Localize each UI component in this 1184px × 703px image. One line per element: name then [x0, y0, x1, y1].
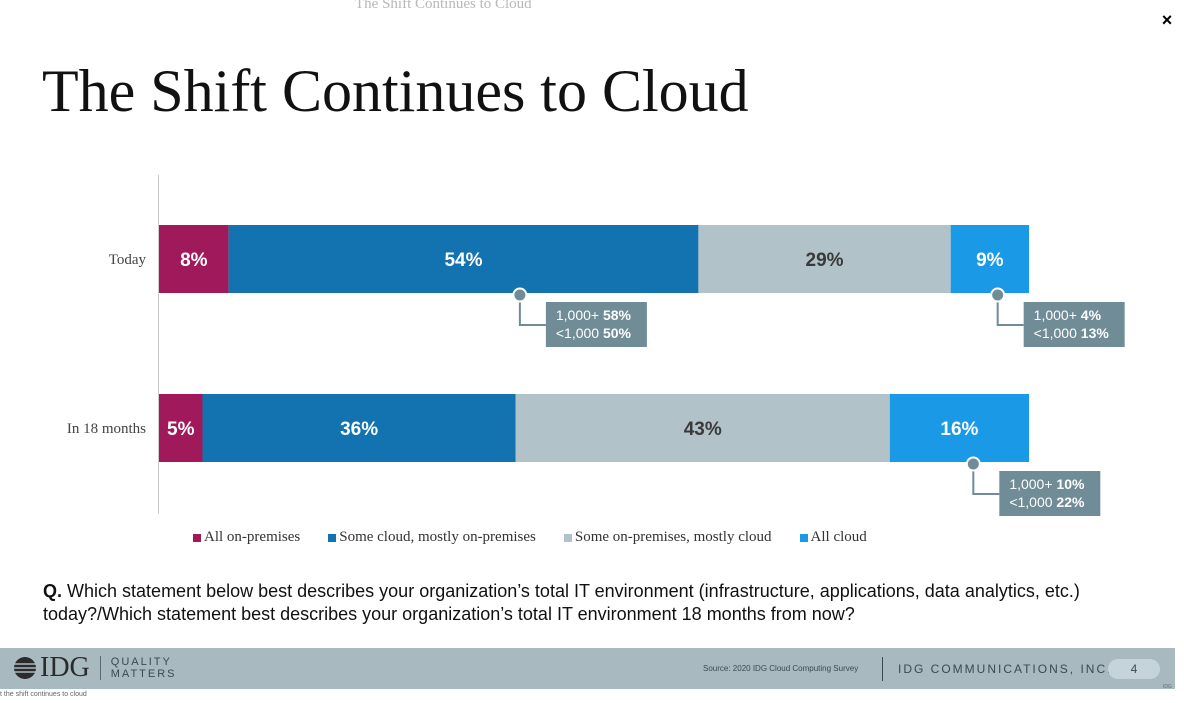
tagline-line-2: MATTERS: [110, 668, 177, 680]
callout-value: 13%: [1081, 325, 1110, 341]
callout-value: 50%: [603, 325, 632, 341]
callout-value: 10%: [1056, 476, 1085, 492]
close-icon[interactable]: ×: [1161, 10, 1173, 30]
source-note: Source: 2020 IDG Cloud Computing Survey: [703, 664, 859, 673]
callout-leader-line: [996, 295, 1024, 326]
bar-segment: [889, 394, 1029, 462]
callout-leader-line: [518, 295, 546, 326]
tagline-line-1: QUALITY: [110, 656, 172, 668]
callout-prefix: <1,000: [1034, 325, 1081, 341]
category-label: In 18 months: [67, 421, 146, 437]
callout-leader-line: [972, 464, 1000, 495]
globe-icon: [14, 657, 36, 679]
legend-swatch: [193, 533, 201, 542]
data-label: 9%: [976, 250, 1004, 271]
callout-value: 4%: [1081, 307, 1102, 323]
idg-logo: IDG QUALITY MATTERS: [12, 652, 177, 683]
callout-text: <1,000 22%: [1009, 494, 1085, 510]
stacked-bar-chart: Today 8% 54% 29% 9% In 18 months 5% 36% 43% 16% 1,…: [67, 175, 1125, 516]
callout-prefix: 1,000+: [1034, 307, 1081, 323]
survey-question: Q. Which statement below best describes …: [43, 580, 1153, 626]
tagline: QUALITY MATTERS: [111, 656, 177, 680]
footer-divider: [882, 657, 883, 681]
bar-segment: [698, 225, 951, 293]
legend-label: Some on-premises, mostly cloud: [574, 529, 772, 545]
callout-marker: [965, 456, 981, 472]
legend-label: All cloud: [810, 529, 867, 545]
legend-item: All on-premises: [193, 529, 300, 546]
question-label: Q.: [43, 581, 63, 601]
callout-box: [999, 471, 1101, 516]
data-label: 43%: [684, 419, 722, 440]
bar-segment: [950, 225, 1029, 293]
callout-value: 22%: [1056, 494, 1085, 510]
callout-prefix: <1,000: [556, 325, 603, 341]
callout-marker: [990, 287, 1006, 303]
slide-caption: t the shift continues to cloud: [0, 691, 87, 698]
data-label: 8%: [180, 250, 208, 271]
callout-marker: [512, 287, 528, 303]
category-label: Today: [109, 252, 147, 268]
data-label: 36%: [340, 419, 378, 440]
previous-slide-title: The Shift Continues to Cloud: [355, 0, 532, 12]
callout-prefix: <1,000: [1009, 494, 1056, 510]
bar-segment: [228, 225, 699, 293]
callout-box: [545, 302, 647, 347]
legend-swatch: [799, 533, 808, 542]
callout-box: [1023, 302, 1125, 347]
callout-text: 1,000+ 4%: [1034, 307, 1102, 323]
legend-item: Some cloud, mostly on-premises: [328, 529, 536, 546]
callout-prefix: 1,000+: [556, 307, 603, 323]
bar-segment: [159, 394, 203, 462]
corner-mark: IDG: [1163, 684, 1172, 690]
callout-text: 1,000+ 58%: [556, 307, 632, 323]
company-name: IDG COMMUNICATIONS, INC.: [898, 662, 1113, 676]
callout-text: 1,000+ 10%: [1009, 476, 1085, 492]
legend-item: All cloud: [799, 529, 867, 546]
bar-segment: [202, 394, 516, 462]
callout-value: 58%: [603, 307, 632, 323]
bar-segment: [515, 394, 890, 462]
logo-text: IDG: [40, 652, 90, 683]
question-text: Which statement below best describes you…: [43, 581, 1080, 624]
data-label: 54%: [444, 250, 482, 271]
legend-label: All on-premises: [204, 529, 301, 545]
chart-legend: All on-premises Some cloud, mostly on-pre…: [193, 529, 895, 546]
callout-text: <1,000 50%: [556, 325, 632, 341]
callout-text: <1,000 13%: [1034, 325, 1110, 341]
legend-label: Some cloud, mostly on-premises: [339, 529, 536, 545]
slide-footer: IDG QUALITY MATTERS Source: 2020 IDG Clo…: [0, 648, 1175, 689]
logo-divider: [99, 656, 101, 680]
legend-item: Some on-premises, mostly cloud: [563, 529, 772, 546]
data-label: 5%: [167, 419, 195, 440]
callout-prefix: 1,000+: [1009, 476, 1056, 492]
data-label: 29%: [806, 250, 844, 271]
page-number: 4: [1108, 659, 1160, 679]
slide-title: The Shift Continues to Cloud: [42, 58, 749, 124]
data-label: 16%: [940, 419, 978, 440]
legend-swatch: [328, 533, 337, 542]
legend-swatch: [563, 533, 572, 542]
bar-segment: [159, 225, 229, 293]
